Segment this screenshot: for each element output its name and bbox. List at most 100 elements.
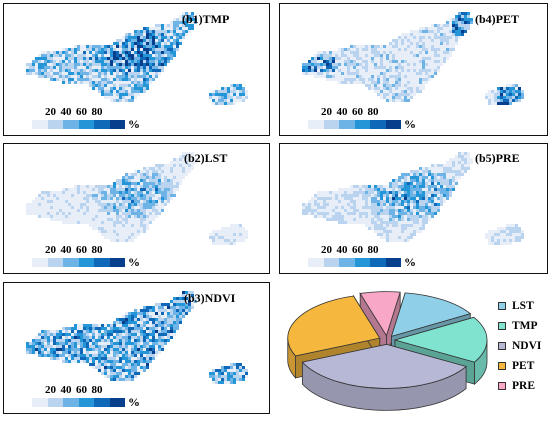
legend-color-cell — [32, 258, 48, 267]
map-b1 — [26, 12, 248, 105]
legend-color-cell — [78, 120, 94, 129]
pie-legend-item: NDVI — [498, 340, 541, 352]
map-b3 — [26, 291, 248, 384]
legend-color-cell — [47, 120, 63, 129]
legend-color-cell — [370, 120, 386, 129]
legend-color-cell — [32, 398, 48, 407]
legend-tick-label: 40 — [60, 244, 72, 256]
pie-legend-swatch — [498, 362, 506, 370]
legend-tick-label: 20 — [321, 106, 332, 118]
legend-tick-label: 80 — [91, 244, 103, 256]
legend-tick-label: 20 — [45, 244, 56, 256]
legend-color-cell — [385, 258, 401, 267]
pie-slice-ndvi — [301, 343, 467, 411]
pie-chart-panel: LST TMP NDVI PET PRE — [282, 282, 550, 417]
legend-color-cell — [94, 258, 110, 267]
legend-tick-label: 80 — [367, 244, 379, 256]
legend-tick-label: 40 — [336, 106, 348, 118]
legend-tick-label: 20 — [321, 244, 332, 256]
pie-legend-swatch — [498, 322, 506, 330]
legend-tick-label: 20 — [45, 384, 56, 396]
legend-unit: % — [128, 117, 140, 131]
panel-title-b3: (b3)NDVI — [184, 291, 236, 305]
map-grid-cells — [302, 12, 524, 105]
legend-tick-label: 80 — [367, 106, 379, 118]
map-panel-b3: (b3)NDVI 20 40 60 80% — [3, 282, 270, 414]
pie-legend-label: PET — [512, 360, 535, 372]
pie-legend-swatch — [498, 342, 506, 350]
legend-color-cell — [323, 120, 339, 129]
legend-color-bar — [32, 120, 125, 129]
legend-color-cell — [32, 120, 48, 129]
legend-ticks: 20 40 60 80 — [32, 244, 142, 257]
map-panel-b4: (b4)PET 20 40 60 80% — [279, 3, 548, 136]
legend-color-cell — [94, 398, 110, 407]
legend-tick-label: 80 — [91, 106, 103, 118]
legend-tick-label: 40 — [60, 384, 72, 396]
legend-color-cell — [308, 120, 324, 129]
legend-b5: 20 40 60 80% — [308, 244, 418, 270]
panel-title-b4: (b4)PET — [475, 12, 520, 26]
legend-tick-label: 60 — [76, 106, 87, 118]
legend-b2: 20 40 60 80% — [32, 244, 142, 270]
legend-tick-label: 20 — [45, 106, 56, 118]
pie-legend-item: PET — [498, 360, 534, 372]
legend-color-cell — [63, 258, 79, 267]
map-grid-cells — [26, 291, 248, 384]
legend-tick-label: 60 — [352, 244, 363, 256]
legend-color-cell — [354, 258, 370, 267]
pie-legend-swatch — [498, 382, 506, 390]
pie-legend-swatch — [498, 302, 506, 310]
map-grid-cells — [26, 12, 248, 105]
legend-b3: 20 40 60 80% — [32, 384, 142, 410]
map-b4 — [302, 12, 524, 105]
pie-chart — [287, 291, 488, 411]
legend-b1: 20 40 60 80% — [32, 106, 142, 132]
map-panel-b1: (b1)TMP 20 40 60 80% — [3, 3, 270, 136]
legend-color-cell — [339, 120, 355, 129]
legend-color-cell — [323, 258, 339, 267]
legend-color-bar — [308, 120, 401, 129]
legend-color-bar — [32, 258, 125, 267]
pie-legend-item: TMP — [498, 320, 538, 332]
map-panel-b5: (b5)PRE 20 40 60 80% — [279, 143, 548, 274]
panel-title-b5: (b5)PRE — [475, 151, 520, 165]
pie-legend-label: LST — [512, 300, 534, 312]
pie-legend-label: NDVI — [512, 340, 542, 352]
legend-tick-label: 60 — [352, 106, 363, 118]
legend-tick-label: 60 — [76, 244, 87, 256]
pie-legend-label: TMP — [512, 320, 538, 332]
legend-ticks: 20 40 60 80 — [308, 244, 418, 257]
legend-color-cell — [63, 398, 79, 407]
legend-color-cell — [339, 258, 355, 267]
map-grid-cells — [302, 152, 524, 245]
map-b5 — [302, 152, 524, 245]
panel-title-b1: (b1)TMP — [182, 12, 230, 26]
legend-color-bar — [308, 258, 401, 267]
legend-color-cell — [78, 398, 94, 407]
legend-color-cell — [370, 258, 386, 267]
map-b2 — [26, 152, 248, 245]
legend-unit: % — [128, 395, 140, 409]
legend-color-cell — [308, 258, 324, 267]
legend-color-cell — [354, 120, 370, 129]
legend-color-cell — [63, 120, 79, 129]
legend-ticks: 20 40 60 80 — [32, 384, 142, 397]
legend-tick-label: 40 — [336, 244, 348, 256]
legend-unit: % — [404, 255, 416, 269]
legend-color-cell — [109, 398, 125, 407]
legend-tick-label: 80 — [91, 384, 103, 396]
legend-color-cell — [47, 258, 63, 267]
pie-legend-label: PRE — [512, 380, 535, 392]
legend-unit: % — [404, 117, 416, 131]
legend-color-cell — [78, 258, 94, 267]
legend-color-cell — [94, 120, 110, 129]
panel-title-b2: (b2)LST — [184, 151, 228, 165]
legend-color-cell — [47, 398, 63, 407]
legend-color-bar — [32, 398, 125, 407]
legend-tick-label: 40 — [60, 106, 72, 118]
legend-color-cell — [385, 120, 401, 129]
pie-legend-item: PRE — [498, 380, 535, 392]
legend-b4: 20 40 60 80% — [308, 106, 418, 132]
legend-tick-label: 60 — [76, 384, 87, 396]
